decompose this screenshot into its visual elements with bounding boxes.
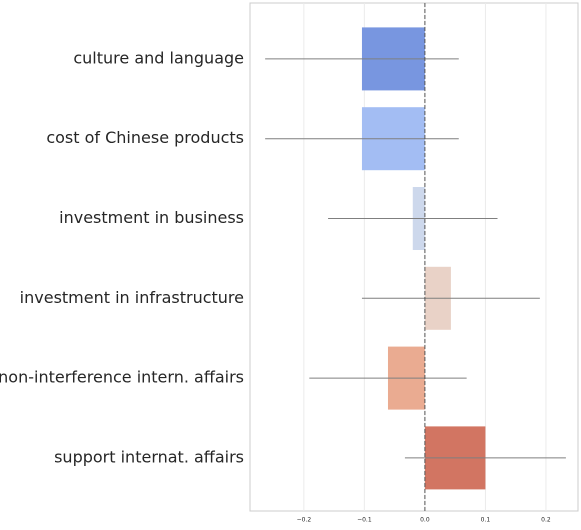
x-tick-label: −0.1 bbox=[357, 517, 372, 524]
y-tick-label: support internat. affairs bbox=[54, 447, 244, 466]
y-tick-label: non-interference intern. affairs bbox=[0, 368, 244, 387]
y-tick-label: culture and language bbox=[73, 48, 244, 67]
y-tick-label: investment in infrastructure bbox=[20, 288, 244, 307]
x-tick-label: 0.0 bbox=[420, 517, 430, 524]
x-tick-label: 0.1 bbox=[481, 517, 491, 524]
x-tick-label: 0.2 bbox=[541, 517, 551, 524]
y-tick-label: investment in business bbox=[59, 208, 244, 227]
x-tick-label: −0.2 bbox=[297, 517, 312, 524]
y-tick-label: cost of Chinese products bbox=[46, 128, 244, 147]
